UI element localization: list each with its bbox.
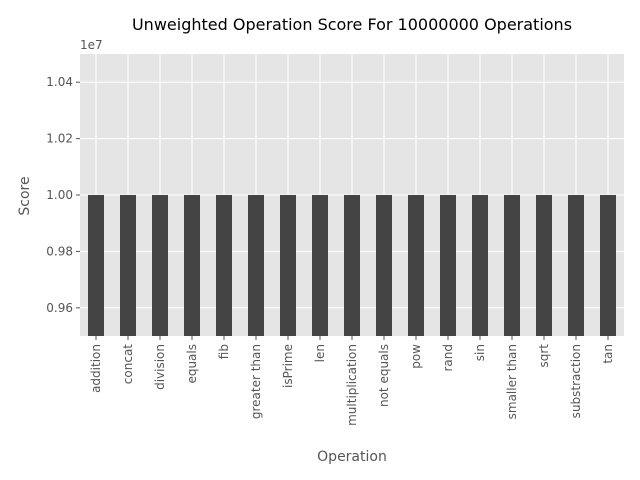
x-tick-label: sin bbox=[473, 344, 487, 361]
x-tick-label: substraction bbox=[569, 344, 583, 418]
bar-smaller-than bbox=[504, 195, 520, 336]
bar-sqrt bbox=[536, 195, 552, 336]
y-axis-ticks: 0.96 0.98 1.00 1.02 1.04 bbox=[46, 75, 80, 315]
y-tick-label: 1.02 bbox=[46, 132, 73, 146]
bar-rand bbox=[440, 195, 456, 336]
x-tick-label: not equals bbox=[377, 344, 391, 407]
y-axis-label: Score bbox=[17, 176, 33, 215]
y-tick-label: 0.98 bbox=[46, 244, 73, 258]
y-axis-offset-label: 1e7 bbox=[80, 38, 103, 52]
bar-concat bbox=[120, 195, 136, 336]
x-tick-label: len bbox=[313, 344, 327, 362]
bar-tan bbox=[600, 195, 616, 336]
y-tick-label: 1.00 bbox=[46, 188, 73, 202]
bar-equals bbox=[184, 195, 200, 336]
x-tick-label: sqrt bbox=[537, 344, 551, 368]
y-tick-label: 0.96 bbox=[46, 301, 73, 315]
x-tick-label: concat bbox=[121, 344, 135, 384]
bar-sin bbox=[472, 195, 488, 336]
bar-substraction bbox=[568, 195, 584, 336]
x-tick-label: isPrime bbox=[281, 344, 295, 388]
bar-fib bbox=[216, 195, 232, 336]
x-tick-label: pow bbox=[409, 344, 423, 369]
bar-greater-than bbox=[248, 195, 264, 336]
x-tick-label: addition bbox=[89, 344, 103, 393]
bar-isPrime bbox=[280, 195, 296, 336]
bar-len bbox=[312, 195, 328, 336]
chart-title: Unweighted Operation Score For 10000000 … bbox=[132, 15, 572, 34]
x-tick-label: fib bbox=[217, 344, 231, 359]
bar-division bbox=[152, 195, 168, 336]
bar-addition bbox=[88, 195, 104, 336]
x-tick-label: smaller than bbox=[505, 344, 519, 419]
x-tick-label: tan bbox=[601, 344, 615, 364]
x-tick-label: rand bbox=[441, 344, 455, 372]
x-tick-label: multiplication bbox=[345, 344, 359, 426]
x-tick-label: division bbox=[153, 344, 167, 390]
x-tick-label: greater than bbox=[249, 344, 263, 419]
bar-multiplication bbox=[344, 195, 360, 336]
x-axis-ticks: addition concat division equals fib greater t… bbox=[89, 336, 615, 426]
x-tick-label: equals bbox=[185, 344, 199, 384]
bars bbox=[88, 195, 616, 336]
x-axis-label: Operation bbox=[317, 449, 387, 465]
bar-not-equals bbox=[376, 195, 392, 336]
bar-pow bbox=[408, 195, 424, 336]
y-tick-label: 1.04 bbox=[46, 75, 73, 89]
